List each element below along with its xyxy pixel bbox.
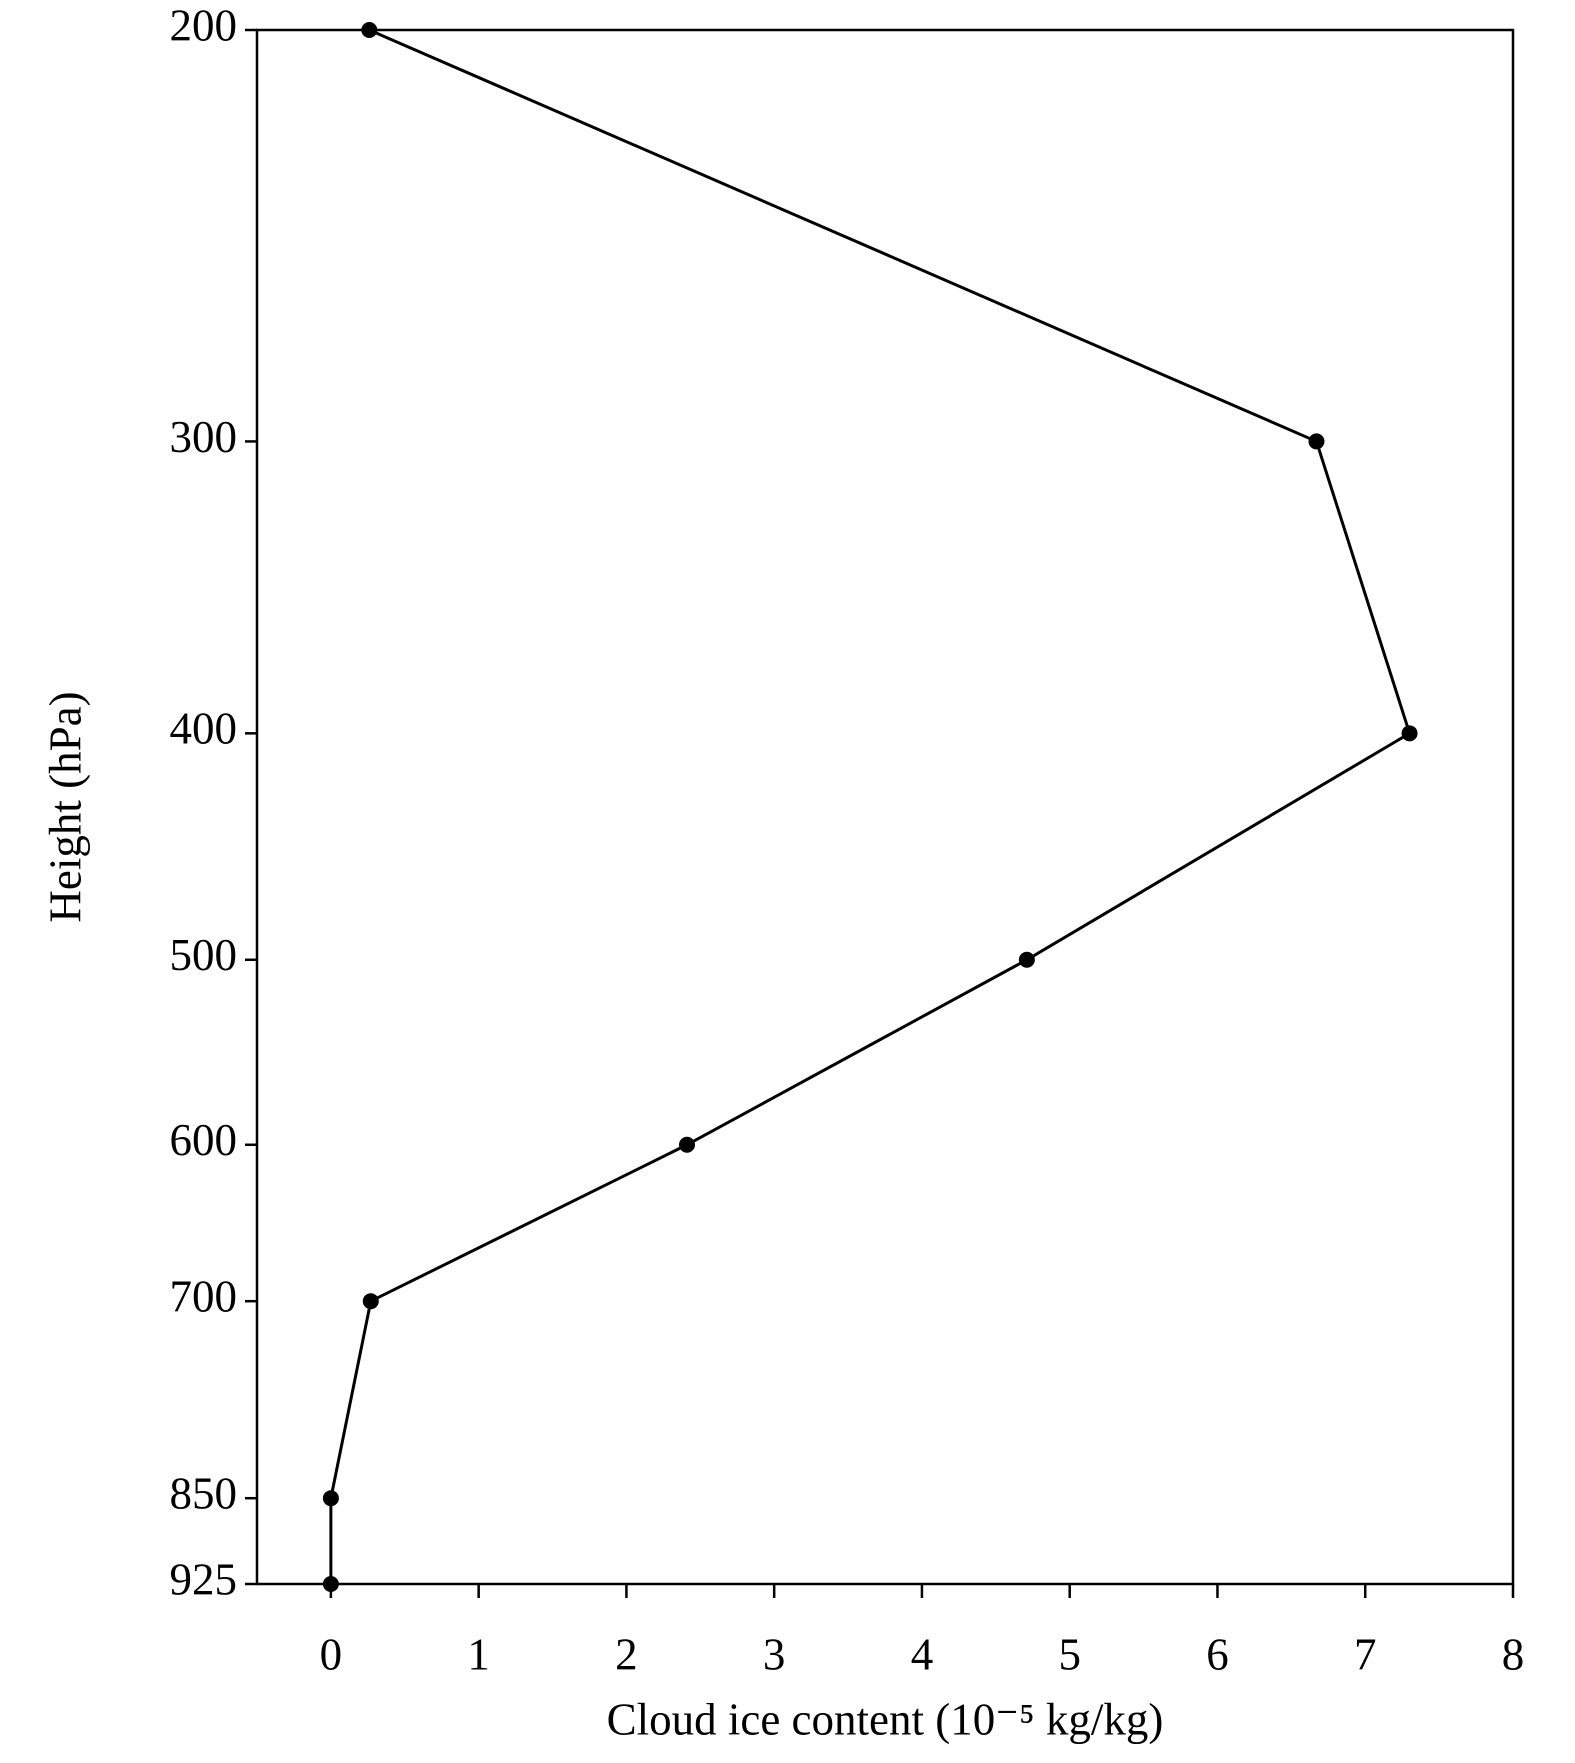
y-axis-label: Height (hPa) [40, 691, 90, 922]
x-tick-label: 1 [467, 1629, 490, 1679]
x-tick-label: 3 [763, 1629, 786, 1679]
y-tick-label: 300 [170, 412, 238, 462]
y-tick-label: 700 [170, 1272, 238, 1322]
x-tick-label: 4 [911, 1629, 934, 1679]
point [1308, 433, 1325, 450]
x-tick-label: 2 [615, 1629, 638, 1679]
point [322, 1490, 339, 1507]
plot-frame [255, 28, 1515, 1586]
x-tick-label: 6 [1206, 1629, 1229, 1679]
point [1401, 725, 1418, 742]
point [678, 1136, 695, 1153]
point [322, 1576, 339, 1592]
y-tick-label: 400 [170, 704, 238, 754]
y-tick-label: 200 [170, 0, 238, 50]
y-tick-label: 925 [170, 1554, 238, 1604]
y-tick-label: 850 [170, 1469, 238, 1519]
point [1018, 951, 1035, 968]
point [362, 1293, 379, 1310]
x-axis-label: Cloud ice content (10⁻⁵ kg/kg) [607, 1694, 1164, 1744]
line [329, 28, 1412, 1584]
point [361, 22, 378, 38]
x-tick-label: 7 [1354, 1629, 1377, 1679]
x-tick-label: 8 [1502, 1629, 1525, 1679]
y-tick-label: 600 [170, 1115, 238, 1165]
x-tick-label: 0 [320, 1629, 343, 1679]
y-tick-label: 500 [170, 930, 238, 980]
x-tick-label: 5 [1058, 1629, 1081, 1679]
